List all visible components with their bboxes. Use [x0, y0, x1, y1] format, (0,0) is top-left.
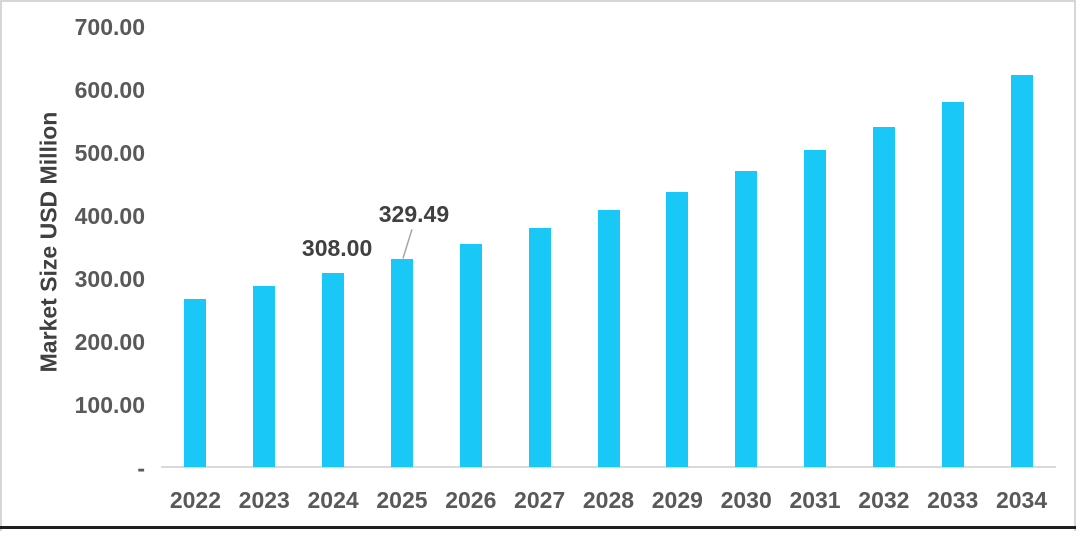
y-tick-label: 100.00: [74, 392, 145, 418]
x-tick-label-2031: 2031: [789, 487, 841, 513]
data-label-2025: 329.49: [378, 201, 450, 228]
x-tick-label-2034: 2034: [995, 487, 1048, 513]
bar-2024: [322, 272, 345, 467]
bottom-border-line: [0, 526, 1076, 529]
bar-2033: [941, 101, 964, 467]
bar-2025: [390, 259, 413, 467]
y-tick-label: 600.00: [74, 77, 145, 103]
x-tick-label-2030: 2030: [720, 487, 772, 513]
y-tick-label: 700.00: [74, 14, 145, 40]
x-tick-label-2033: 2033: [927, 487, 979, 513]
bar-2028: [597, 210, 620, 467]
x-tick-label-2023: 2023: [238, 487, 290, 513]
bar-2022: [184, 298, 207, 467]
x-axis-line: [161, 466, 1056, 468]
bar-2032: [872, 126, 895, 467]
x-tick-label-2032: 2032: [858, 487, 910, 513]
x-tick-label-2027: 2027: [514, 487, 566, 513]
bar-2034: [1010, 74, 1033, 467]
x-tick-label-2028: 2028: [582, 487, 635, 513]
y-tick-label: 200.00: [74, 329, 145, 355]
y-tick-label: -: [137, 455, 145, 481]
bar-2026: [459, 244, 482, 467]
x-tick-label-2024: 2024: [307, 487, 359, 513]
data-label-2024: 308.00: [301, 234, 373, 261]
bar-2023: [253, 286, 276, 467]
bar-2027: [528, 227, 551, 467]
x-tick-label-2022: 2022: [169, 487, 221, 513]
y-tick-label: 500.00: [74, 140, 145, 166]
x-tick-label-2029: 2029: [651, 487, 703, 513]
y-tick-label: 300.00: [74, 266, 145, 292]
x-tick-label-2025: 2025: [376, 487, 428, 513]
bar-2030: [735, 171, 758, 467]
y-tick-label: 400.00: [74, 203, 145, 229]
bar-2031: [804, 149, 827, 467]
x-tick-label-2026: 2026: [445, 487, 497, 513]
bar-2029: [666, 191, 689, 467]
